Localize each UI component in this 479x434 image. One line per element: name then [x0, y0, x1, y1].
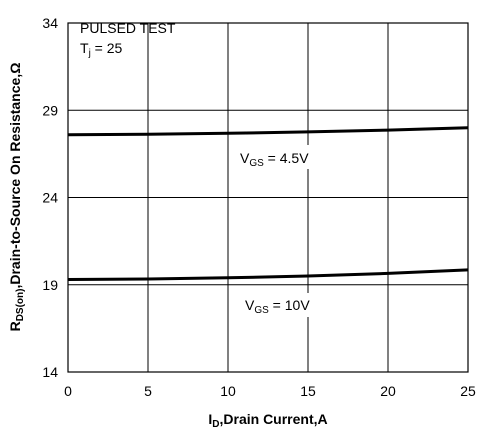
grid: [68, 23, 468, 372]
tick-labels: 0 5 10 15 20 25 14 19 24 29 34: [42, 15, 476, 399]
x-tick-label: 20: [380, 383, 396, 399]
annotation-pulsed-test: PULSED TEST: [80, 20, 176, 36]
series-line-1: [67, 268, 469, 281]
y-tick-label: 19: [42, 277, 58, 293]
series-lines: [67, 126, 469, 281]
x-tick-label: 15: [300, 383, 316, 399]
y-axis-title: RDS(on),Drain-to-Source On Resistance,Ω: [7, 63, 26, 332]
x-axis-title: ID,Drain Current,A: [208, 411, 327, 430]
y-tick-label: 29: [42, 102, 58, 118]
y-tick-label: 34: [42, 15, 58, 31]
x-tick-label: 0: [64, 383, 72, 399]
series-label-vgs-4.5v: VGS = 4.5V: [240, 150, 309, 169]
y-tick-label: 14: [42, 364, 58, 380]
x-tick-label: 25: [460, 383, 476, 399]
series-label-bg-0: [236, 145, 314, 169]
series-label-vgs-10v: VGS = 10V: [245, 297, 310, 316]
plot-frame: [67, 22, 469, 373]
y-tick-label: 24: [42, 190, 58, 206]
test-annotation-bg: [72, 14, 144, 60]
x-tick-label: 5: [144, 383, 152, 399]
series-line-0: [67, 126, 469, 137]
annotation-tj: Tj = 25: [80, 40, 123, 59]
x-tick-label: 10: [220, 383, 236, 399]
series-label-bg-1: [241, 293, 315, 317]
